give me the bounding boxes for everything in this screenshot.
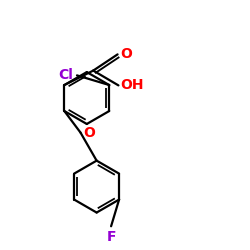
Text: O: O (120, 47, 132, 61)
Text: OH: OH (121, 78, 144, 92)
Text: F: F (106, 230, 116, 244)
Text: Cl: Cl (58, 68, 74, 82)
Text: O: O (83, 126, 95, 140)
